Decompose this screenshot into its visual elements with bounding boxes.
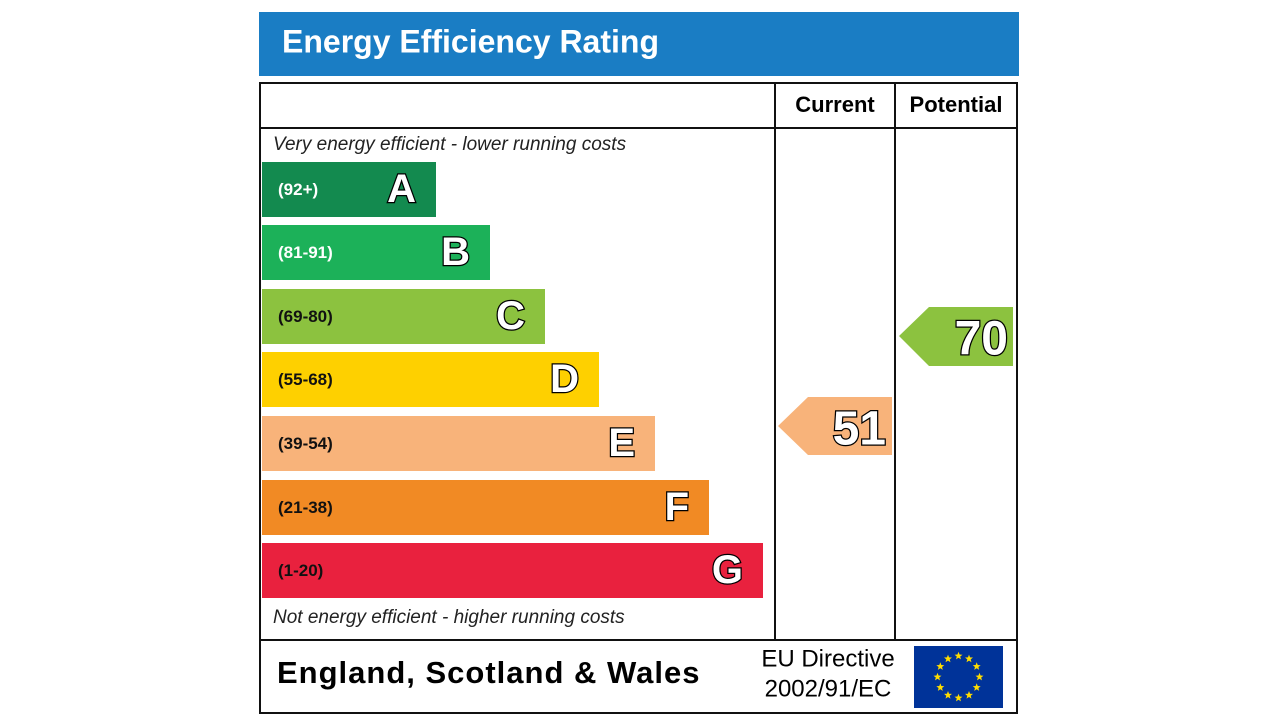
eu-star (965, 654, 973, 663)
band (262, 225, 490, 280)
band-range: (21-38) (278, 498, 333, 517)
band (262, 162, 436, 217)
band-range: (55-68) (278, 370, 333, 389)
directive: EU Directive (761, 645, 894, 672)
eu-star (965, 690, 973, 699)
band-range: (69-80) (278, 307, 333, 326)
eu-star (933, 672, 942, 681)
band-letter: A (387, 167, 416, 211)
band (262, 480, 709, 535)
band-letter: B (441, 230, 470, 274)
potential-rating: 70 (955, 313, 1008, 366)
band (262, 416, 655, 471)
potential-arrow (899, 307, 1013, 366)
eu-star (975, 672, 984, 681)
frame (259, 82, 1018, 714)
band-letter: F (665, 485, 689, 529)
eu-star (944, 654, 952, 663)
band (262, 289, 545, 344)
column-header: Current (795, 92, 875, 117)
region: England, Scotland & Wales (277, 655, 700, 690)
band (262, 352, 599, 407)
band-letter: E (608, 421, 635, 465)
eu-stars (933, 651, 984, 702)
band-range: (92+) (278, 180, 318, 199)
top-note: Very energy efficient - lower running co… (273, 134, 627, 155)
band-range: (81-91) (278, 243, 333, 262)
title-bar (259, 12, 1019, 76)
eu-star (944, 690, 952, 699)
band-range: (39-54) (278, 434, 333, 453)
eu-star (954, 651, 963, 660)
directive: 2002/91/EC (765, 675, 892, 702)
eu-star (972, 683, 981, 691)
eu-star (936, 662, 945, 670)
band-letter: C (496, 294, 525, 338)
eu-star (954, 693, 963, 702)
eu-star (972, 662, 981, 670)
bottom-note: Not energy efficient - higher running co… (273, 607, 625, 628)
current-arrow (778, 397, 892, 455)
current-rating: 51 (833, 403, 886, 456)
title: Energy Efficiency Rating (282, 23, 659, 59)
eu-star (936, 683, 945, 691)
band-range: (1-20) (278, 561, 323, 580)
column-header: Potential (910, 92, 1003, 117)
band-letter: G (712, 548, 743, 592)
band (262, 543, 763, 598)
band-letter: D (550, 357, 579, 401)
